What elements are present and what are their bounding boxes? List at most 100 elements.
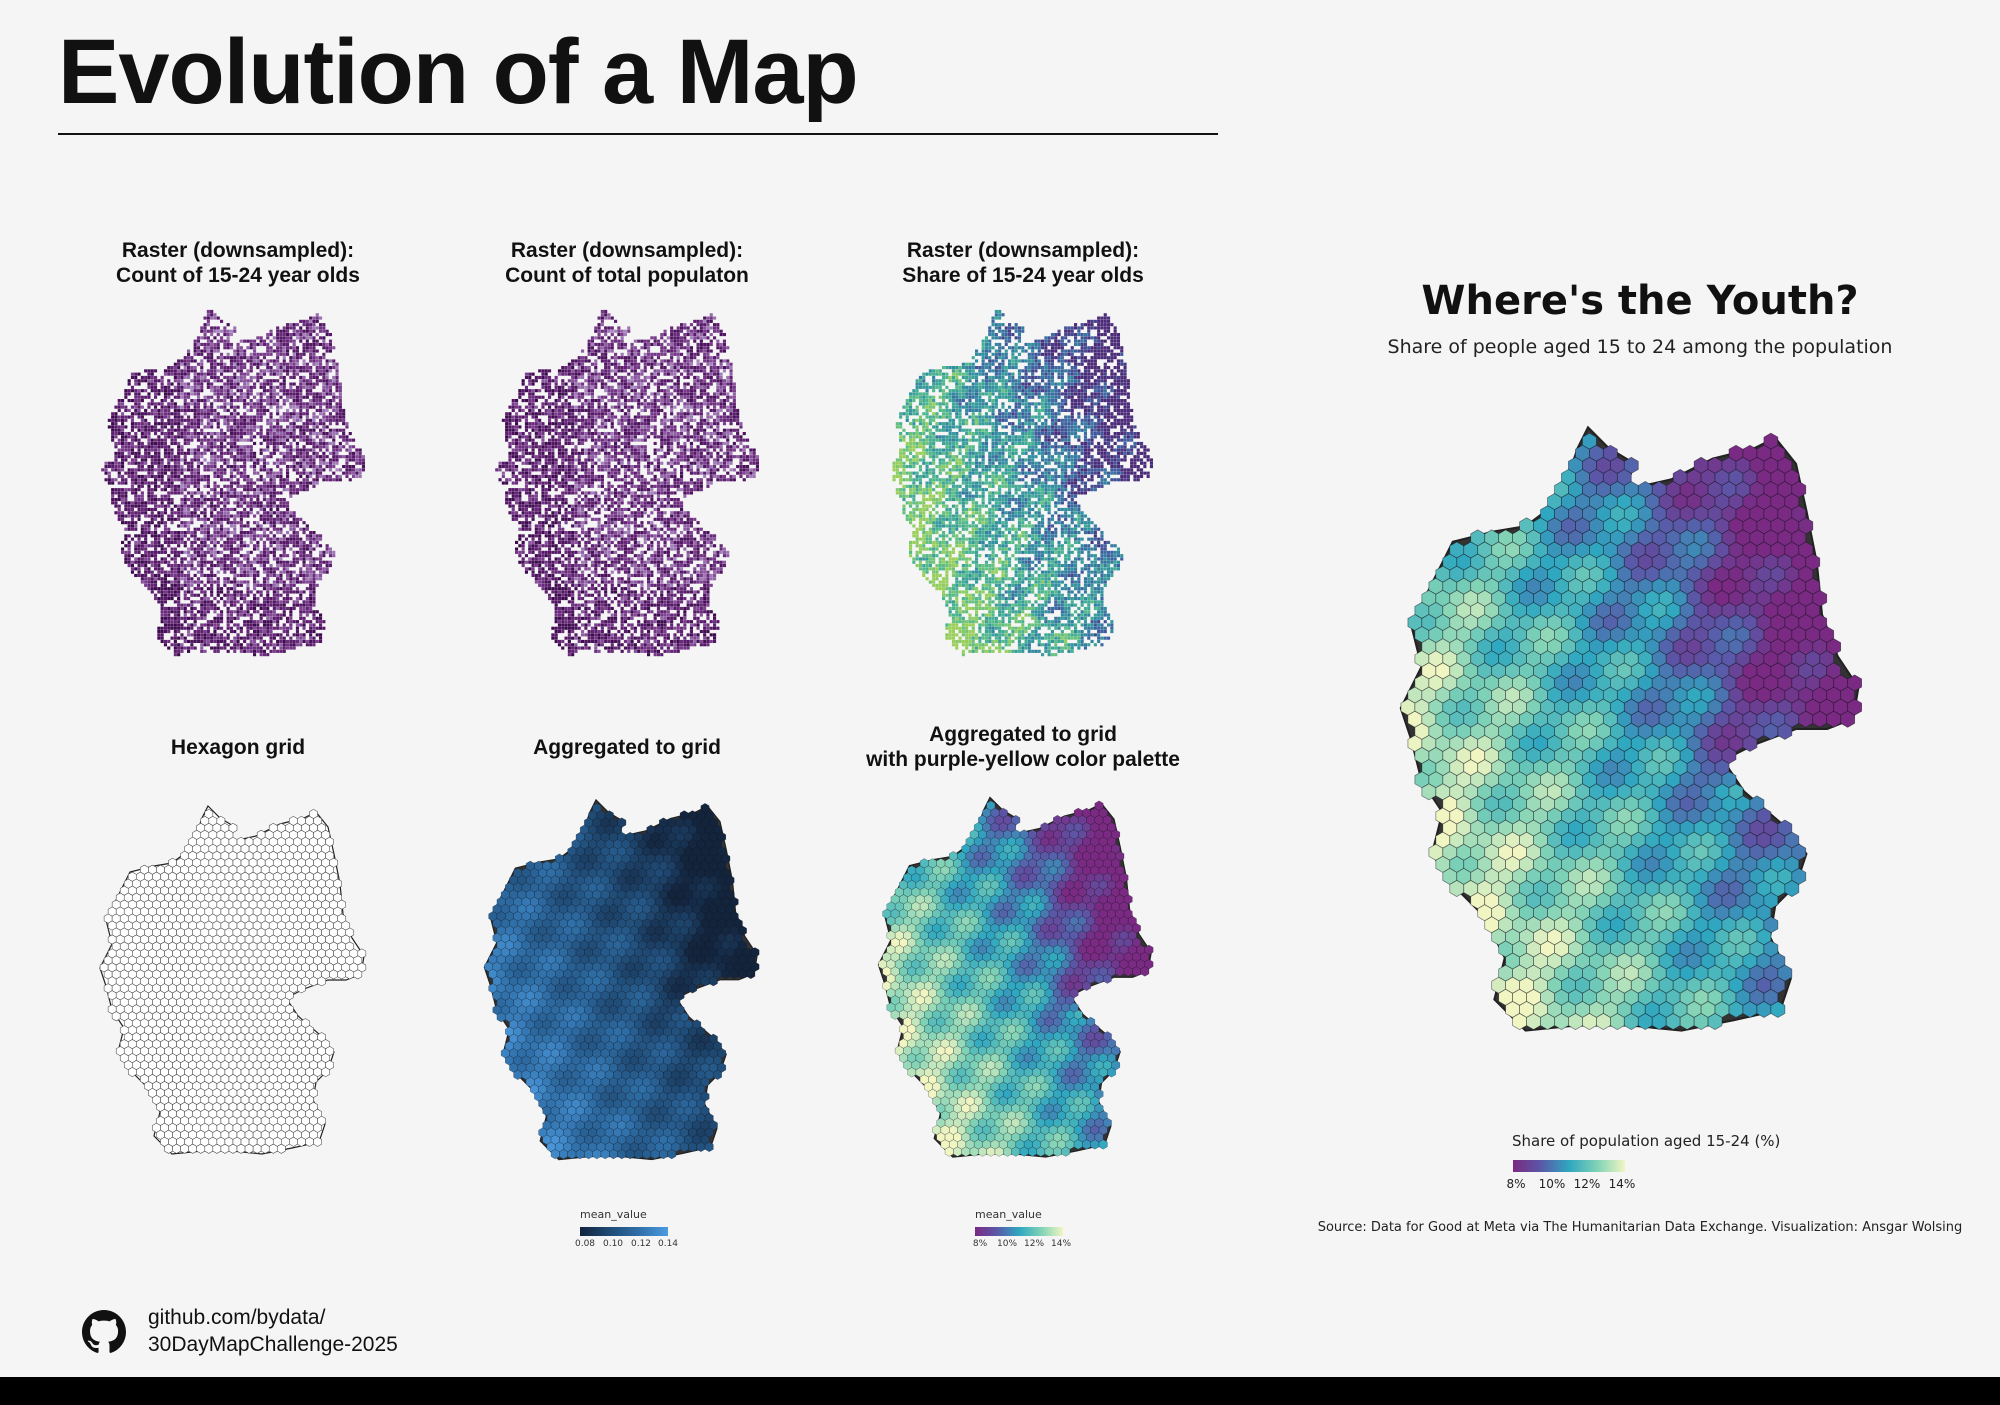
raster-cell bbox=[623, 329, 628, 333]
raster-cell bbox=[196, 399, 201, 403]
raster-cell bbox=[256, 580, 260, 584]
raster-cell bbox=[256, 471, 260, 475]
raster-cell bbox=[604, 339, 608, 343]
raster-cell bbox=[670, 372, 674, 376]
raster-cell bbox=[302, 610, 306, 614]
raster-cell bbox=[239, 451, 243, 455]
raster-cell bbox=[117, 468, 121, 472]
raster-cell bbox=[236, 465, 240, 469]
raster-cell bbox=[140, 544, 144, 548]
raster-cell bbox=[292, 540, 296, 545]
raster-cell bbox=[249, 603, 253, 607]
raster-cell bbox=[286, 342, 290, 347]
raster-cell bbox=[243, 445, 247, 449]
raster-cell bbox=[213, 580, 217, 584]
raster-cell bbox=[210, 488, 214, 492]
raster-cell bbox=[140, 435, 144, 439]
raster-cell bbox=[521, 382, 525, 386]
raster-cell bbox=[332, 471, 336, 475]
raster-cell bbox=[180, 428, 184, 432]
raster-cell bbox=[167, 465, 171, 469]
raster-cell bbox=[309, 643, 313, 647]
raster-cell bbox=[600, 309, 604, 314]
raster-cell bbox=[121, 451, 125, 455]
raster-cell bbox=[302, 352, 306, 356]
raster-cell bbox=[200, 359, 204, 363]
raster-cell bbox=[173, 362, 177, 366]
raster-cell bbox=[328, 547, 333, 551]
raster-cell bbox=[581, 349, 585, 353]
raster-cell bbox=[150, 474, 154, 479]
raster-cell bbox=[173, 418, 177, 422]
raster-cell bbox=[233, 435, 237, 439]
raster-cell bbox=[587, 372, 591, 376]
raster-cell bbox=[289, 521, 293, 525]
raster-cell bbox=[276, 527, 280, 531]
raster-cell bbox=[262, 603, 267, 607]
raster-cell bbox=[292, 465, 296, 469]
raster-cell bbox=[236, 521, 240, 525]
raster-cell bbox=[272, 620, 276, 624]
raster-cell bbox=[163, 537, 168, 541]
raster-cell bbox=[233, 537, 237, 541]
raster-cell bbox=[216, 517, 220, 521]
raster-cell bbox=[627, 366, 631, 370]
raster-cell bbox=[309, 352, 313, 356]
raster-cell bbox=[282, 587, 286, 591]
raster-cell bbox=[269, 392, 273, 396]
raster-cell bbox=[150, 408, 154, 413]
raster-cell bbox=[282, 382, 286, 386]
raster-cell bbox=[124, 521, 128, 525]
raster-cell bbox=[160, 405, 164, 409]
raster-cell bbox=[302, 557, 306, 561]
raster-cell bbox=[233, 468, 237, 472]
raster-cell bbox=[239, 448, 243, 452]
raster-cell bbox=[246, 534, 250, 538]
raster-cell bbox=[190, 534, 194, 538]
raster-cell bbox=[279, 491, 283, 495]
raster-cell bbox=[332, 379, 336, 383]
raster-cell bbox=[144, 395, 148, 399]
raster-cell bbox=[256, 511, 260, 515]
raster-cell bbox=[590, 346, 595, 350]
raster-cell bbox=[325, 382, 329, 386]
raster-cell bbox=[322, 567, 326, 571]
panel-title-1: Raster (downsampled): Count of 15-24 yea… bbox=[116, 239, 360, 287]
raster-cell bbox=[144, 408, 148, 413]
raster-cell bbox=[203, 448, 207, 452]
raster-cell bbox=[190, 366, 194, 370]
raster-cell bbox=[246, 633, 250, 637]
raster-cell bbox=[134, 488, 138, 492]
raster-cell bbox=[345, 465, 349, 469]
raster-cell bbox=[193, 435, 197, 439]
raster-cell bbox=[276, 507, 280, 512]
raster-cell bbox=[203, 649, 207, 653]
raster-cell bbox=[127, 514, 131, 518]
raster-cell bbox=[292, 372, 296, 376]
raster-cell bbox=[134, 478, 138, 482]
raster-cell bbox=[673, 375, 677, 380]
raster-cell bbox=[213, 521, 217, 525]
raster-cell bbox=[216, 504, 220, 508]
raster-cell bbox=[243, 544, 247, 548]
raster-cell bbox=[193, 507, 197, 512]
raster-cell bbox=[295, 329, 300, 333]
raster-cell bbox=[167, 498, 171, 502]
raster-cell bbox=[229, 359, 234, 363]
raster-cell bbox=[262, 385, 267, 389]
raster-cell bbox=[703, 372, 707, 376]
raster-cell bbox=[147, 521, 151, 525]
raster-cell bbox=[262, 527, 267, 531]
raster-cell bbox=[256, 412, 260, 416]
raster-cell bbox=[637, 362, 641, 366]
raster-cell bbox=[259, 649, 263, 653]
raster-cell bbox=[203, 474, 207, 479]
raster-cell bbox=[187, 405, 191, 409]
raster-cell bbox=[647, 362, 651, 366]
raster-cell bbox=[276, 441, 280, 446]
raster-cell bbox=[233, 593, 237, 597]
raster-cell bbox=[253, 415, 257, 419]
raster-cell bbox=[256, 425, 260, 429]
raster-cell bbox=[262, 405, 267, 409]
raster-cell bbox=[114, 465, 118, 469]
